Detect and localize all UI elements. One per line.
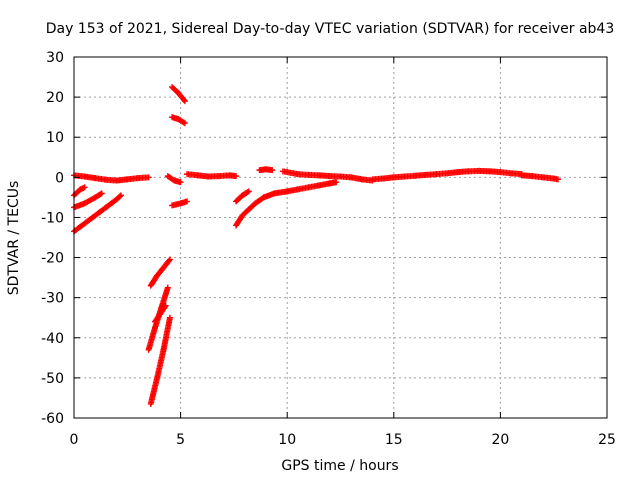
data-segment [152,302,169,325]
data-segment [169,198,190,209]
data-point [164,284,171,291]
data-segment [169,114,188,127]
data-point [162,302,169,309]
y-tick-label: -50 [41,371,64,387]
data-point [117,192,124,199]
data-segment [71,192,124,235]
x-tick-label: 20 [491,432,509,448]
axis-ticks: 0 5 10 15 20 25 30 20 10 0 -10 -20 -30 -40 -50 -60 [41,50,616,448]
data-point [116,193,123,200]
data-segment [71,184,88,199]
data-segment [71,172,152,184]
y-axis-label: SDTVAR / TECUs [6,181,22,296]
x-tick-label: 10 [278,432,296,448]
data-segment [183,171,240,180]
data-segment [233,179,340,229]
data-point [181,98,188,105]
y-tick-label: 10 [46,130,64,146]
data-segment [164,173,184,186]
data-point [98,190,105,197]
data-point [166,256,173,263]
x-tick-label: 25 [598,432,616,448]
data-point [177,179,184,186]
y-tick-label: -60 [41,411,64,427]
y-tick-label: 30 [46,50,64,66]
data-point [183,198,190,205]
data-point [181,120,188,127]
data-segment [256,166,276,174]
data-segment [518,172,561,183]
y-tick-label: -30 [41,291,64,307]
y-tick-label: 0 [55,170,64,186]
plot-frame [73,56,608,419]
data-point [145,174,152,181]
chart-title: Day 153 of 2021, Sidereal Day-to-day VTE… [46,21,615,37]
data-segment [233,188,252,205]
data-point [244,189,251,196]
data-point [245,188,252,195]
grid-lines [74,57,607,418]
y-tick-label: -10 [41,210,64,226]
data-point [166,314,173,321]
data-point [333,179,340,186]
y-tick-label: -40 [41,331,64,347]
data-point [166,257,173,264]
y-tick-label: 20 [46,90,64,106]
data-segment [369,167,525,183]
data-point [269,167,276,174]
data-point [233,173,240,180]
x-tick-label: 5 [176,432,185,448]
data-point [81,184,88,191]
data-point [180,96,187,103]
data-point [554,176,561,183]
data-series [71,84,561,407]
x-axis-label: GPS time / hours [281,458,398,474]
data-point [161,303,168,310]
data-segment [147,314,173,407]
x-tick-label: 15 [385,432,403,448]
y-tick-label: -20 [41,251,64,267]
x-tick-label: 0 [70,432,79,448]
data-point [97,191,104,198]
data-point [180,119,187,126]
data-segment [169,84,188,105]
data-segment [147,256,173,289]
